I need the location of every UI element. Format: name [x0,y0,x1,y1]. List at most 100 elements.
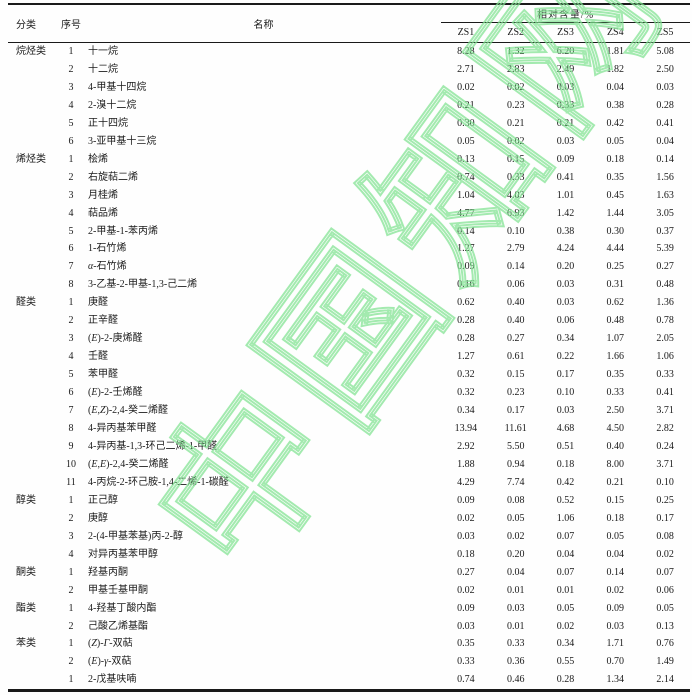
compound-name-cell: 右旋萜二烯 [88,171,138,183]
value-cell-zs4: 0.05 [606,135,625,147]
value-cell-zs3: 0.28 [556,674,575,686]
value-cell-zs4: 4.50 [606,423,625,435]
category-cell: 醇类 [16,494,36,506]
value-cell-zs5: 1.06 [656,351,674,363]
category-cell [8,276,56,294]
category-cell [8,330,56,348]
value-cell-zs4: 0.04 [606,548,625,560]
index-cell: 5 [68,117,74,129]
col-header-relative-content: 相对含量/% [441,4,690,23]
compound-name-cell: 甲基壬基甲酮 [88,584,148,596]
compound-name-cell: 桧烯 [88,153,108,165]
value-cell-zs5: 0.17 [656,512,674,524]
value-cell-zs1: 0.02 [457,81,475,93]
category-cell [8,438,56,456]
category-cell: 苯类 [16,638,36,650]
value-cell-zs2: 2.83 [506,63,525,75]
compound-name-cell: 3-乙基-2-甲基-1,3-己二烯 [88,279,198,291]
value-cell-zs5: 0.78 [656,315,674,327]
table-row: 6 1-石竹烯 1.27 2.79 4.24 4.44 5.39 [8,240,690,258]
category-cell [8,169,56,187]
category-cell [8,97,56,115]
compound-name-cell: 2-甲基-1-苯丙烯 [88,225,158,237]
value-cell-zs5: 1.63 [656,189,674,201]
value-cell-zs1: 0.21 [457,99,475,111]
value-cell-zs3: 0.01 [556,584,575,596]
value-cell-zs4: 1.81 [606,46,625,57]
category-cell [8,618,56,636]
value-cell-zs4: 1.82 [606,63,625,75]
value-cell-zs5: 0.48 [656,279,674,291]
category-cell [8,546,56,564]
table-row: 9 4-异丙基-1,3-环己二烯-1-甲醛 2.92 5.50 0.51 0.40 0.24 [8,438,690,456]
value-cell-zs1: 0.28 [457,333,475,345]
value-cell-zs4: 1.07 [606,333,625,345]
compound-table: 分类 序号 名称 相对含量/% ZS1 ZS2 ZS3 ZS4 ZS5 烷烃类 1… [8,3,690,693]
value-cell-zs3: 0.20 [556,261,575,273]
value-cell-zs5: 1.56 [656,171,674,183]
value-cell-zs1: 8.28 [457,46,475,57]
value-cell-zs4: 0.14 [606,566,625,578]
value-cell-zs4: 8.00 [606,458,625,470]
table-row: 苯类 1 (Z)-Γ-双萜 0.35 0.33 0.34 1.71 0.76 [8,635,690,653]
value-cell-zs1: 0.02 [457,512,475,524]
compound-name-cell: (E,E)-2,4-癸二烯醛 [88,458,169,470]
index-cell: 7 [68,405,74,417]
value-cell-zs1: 0.05 [457,135,475,147]
value-cell-zs5: 0.14 [656,153,674,165]
compound-name-cell: 4-丙烷-2-环己胺-1,4-二烯-1-碳醛 [88,476,229,488]
value-cell-zs4: 0.35 [606,171,625,183]
compound-name-cell: 对异丙基苯甲醇 [88,548,158,560]
category-cell [8,671,56,690]
value-cell-zs3: 0.33 [556,99,575,111]
value-cell-zs4: 0.70 [606,656,625,668]
category-cell [8,223,56,241]
compound-name-cell: α-石竹烯 [88,261,127,273]
index-cell: 2 [68,620,74,632]
table-row: 3 2-(4-甲基苯基)丙-2-醇 0.03 0.02 0.07 0.05 0.08 [8,528,690,546]
table-row: 4 对异丙基苯甲醇 0.18 0.20 0.04 0.04 0.02 [8,546,690,564]
table-row: 11 4-丙烷-2-环己胺-1,4-二烯-1-碳醛 4.29 7.74 0.42 0.21… [8,474,690,492]
compound-name-cell: 庚醛 [88,297,108,309]
value-cell-zs3: 0.38 [556,225,575,237]
table-row: 5 苯甲醛 0.32 0.15 0.17 0.35 0.33 [8,366,690,384]
index-cell: 2 [68,656,74,668]
value-cell-zs2: 0.02 [506,81,525,93]
category-cell: 酮类 [16,566,36,578]
value-cell-zs5: 3.05 [656,207,674,219]
value-cell-zs5: 0.08 [656,530,674,542]
table-row: 5 正十四烷 0.30 0.21 0.21 0.42 0.41 [8,115,690,133]
value-cell-zs3: 0.41 [556,171,575,183]
table-row: 4 萜品烯 4.77 6.93 1.42 1.44 3.05 [8,205,690,223]
value-cell-zs3: 0.07 [556,530,575,542]
category-cell: 酯类 [16,602,36,614]
value-cell-zs2: 0.20 [506,548,525,560]
index-cell: 7 [68,261,74,273]
value-cell-zs3: 0.03 [556,297,575,309]
index-cell: 2 [68,584,74,596]
value-cell-zs5: 0.41 [656,117,674,129]
value-cell-zs3: 0.04 [556,548,575,560]
value-cell-zs2: 0.01 [506,620,525,632]
table-row: 6 (E)-2-壬烯醛 0.32 0.23 0.10 0.33 0.41 [8,384,690,402]
value-cell-zs1: 0.74 [457,674,475,686]
value-cell-zs2: 0.15 [506,153,525,165]
table-row: 1 2-戊基呋喃 0.74 0.46 0.28 1.34 2.14 [8,671,690,690]
value-cell-zs2: 0.08 [506,494,525,506]
value-cell-zs5: 3.71 [656,458,674,470]
category-cell [8,205,56,223]
value-cell-zs4: 0.21 [606,476,625,488]
table-row: 4 2-溴十二烷 0.21 0.23 0.33 0.38 0.28 [8,97,690,115]
category-cell [8,402,56,420]
value-cell-zs1: 0.30 [457,117,475,129]
value-cell-zs5: 0.27 [656,261,674,273]
table-row: 酯类 1 4-羟基丁酸内酯 0.09 0.03 0.05 0.09 0.05 [8,600,690,618]
compound-name-cell: 庚醇 [88,512,108,524]
index-cell: 3 [68,530,74,542]
col-header-category: 分类 [8,4,56,43]
value-cell-zs5: 5.39 [656,243,674,255]
value-cell-zs3: 0.34 [556,333,575,345]
index-cell: 1 [68,674,74,686]
value-cell-zs3: 2.49 [556,63,575,75]
value-cell-zs1: 2.71 [457,63,475,75]
